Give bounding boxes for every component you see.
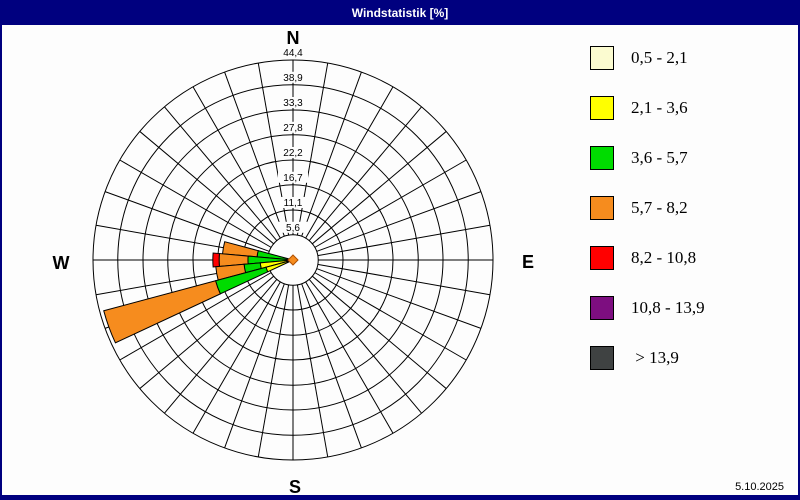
axis-label-halo — [278, 197, 308, 208]
axis-label-halo — [278, 221, 308, 233]
radial-axis-label: 38,9 — [283, 73, 303, 84]
legend-label: 0,5 - 2,1 — [631, 48, 688, 67]
legend-item: 8,2 - 10,8 — [590, 246, 790, 270]
radial-axis-label: 33,3 — [283, 98, 303, 109]
grid-spoke — [139, 275, 275, 389]
axis-label-halo — [278, 71, 308, 83]
compass-label-w: W — [53, 253, 70, 273]
legend-item: 3,6 - 5,7 — [590, 146, 790, 170]
legend-swatch — [590, 246, 614, 270]
grid-spoke — [314, 272, 467, 361]
axis-label-halo — [278, 171, 308, 183]
grid-spoke — [164, 278, 278, 414]
grid-spoke — [119, 272, 272, 361]
center-marker — [287, 254, 299, 266]
radial-axis-label: 5,6 — [286, 223, 300, 234]
grid-spoke — [224, 283, 285, 449]
axis-label-halo — [278, 97, 308, 108]
radial-axis-label: 22,2 — [283, 148, 303, 159]
grid-spoke — [301, 283, 362, 449]
grid-spoke — [314, 159, 467, 248]
legend-label: > 13,9 — [631, 348, 679, 367]
legend-swatch — [590, 96, 614, 120]
grid-spoke — [305, 86, 394, 239]
compass-label-n: N — [287, 28, 300, 48]
radial-axis-label: 27,8 — [283, 123, 303, 134]
radial-axis-label: 16,7 — [283, 173, 303, 184]
wind-sector-segment — [212, 252, 220, 268]
legend-item: 0,5 - 2,1 — [590, 46, 790, 70]
title-bar: Windstatistik [%] — [0, 0, 800, 25]
legend-item: 10,8 - 13,9 — [590, 296, 790, 320]
grid-spoke — [316, 268, 482, 329]
axis-label-halo — [278, 147, 308, 158]
radial-axis-label: 11,1 — [284, 198, 303, 209]
legend-label: 5,7 - 8,2 — [631, 198, 688, 217]
page-title: Windstatistik [%] — [351, 5, 449, 20]
window-border-bottom — [0, 495, 800, 500]
grid-spoke — [317, 224, 491, 257]
window-border-right — [798, 0, 800, 500]
grid-spoke — [311, 131, 447, 245]
grid-spoke — [257, 284, 290, 458]
grid-spoke — [301, 71, 362, 237]
compass-label-e: E — [522, 252, 534, 272]
grid-spoke — [192, 86, 281, 239]
wind-sector-segment — [103, 280, 221, 344]
radial-axis-label: 44,4 — [283, 48, 303, 59]
grid-spoke — [296, 284, 329, 458]
legend-swatch — [590, 296, 614, 320]
grid-spoke — [139, 131, 275, 245]
wind-sector-segment — [222, 241, 259, 258]
grid-spoke — [119, 159, 272, 248]
grid-spoke — [308, 106, 422, 242]
legend-label: 3,6 - 5,7 — [631, 148, 688, 167]
legend-item: 5,7 - 8,2 — [590, 196, 790, 220]
legend-swatch — [590, 346, 614, 370]
legend-label: 8,2 - 10,8 — [631, 248, 697, 267]
legend-swatch — [590, 146, 614, 170]
legend: 0,5 - 2,1 2,1 - 3,6 3,6 - 5,7 5,7 - 8,2 8,2 … — [590, 46, 790, 396]
grid-spoke — [192, 281, 281, 434]
grid-spoke — [305, 281, 394, 434]
legend-swatch — [590, 46, 614, 70]
window-border-left — [0, 0, 2, 500]
legend-item: 2,1 - 3,6 — [590, 96, 790, 120]
grid-spoke — [224, 71, 285, 237]
legend-swatch — [590, 196, 614, 220]
legend-label: 2,1 - 3,6 — [631, 98, 688, 117]
grid-spoke — [311, 275, 447, 389]
axis-label-halo — [278, 121, 308, 133]
grid-spoke — [164, 106, 278, 242]
grid-spoke — [308, 278, 422, 414]
legend-item: > 13,9 — [590, 346, 790, 370]
grid-spoke — [104, 191, 270, 252]
grid-spoke — [316, 191, 482, 252]
grid-spoke — [317, 263, 491, 296]
axis-label-halo — [278, 47, 308, 58]
compass-label-s: S — [289, 477, 301, 497]
date-label: 5.10.2025 — [735, 481, 784, 493]
legend-label: 10,8 - 13,9 — [631, 298, 705, 317]
wind-sector-segment — [215, 263, 247, 281]
